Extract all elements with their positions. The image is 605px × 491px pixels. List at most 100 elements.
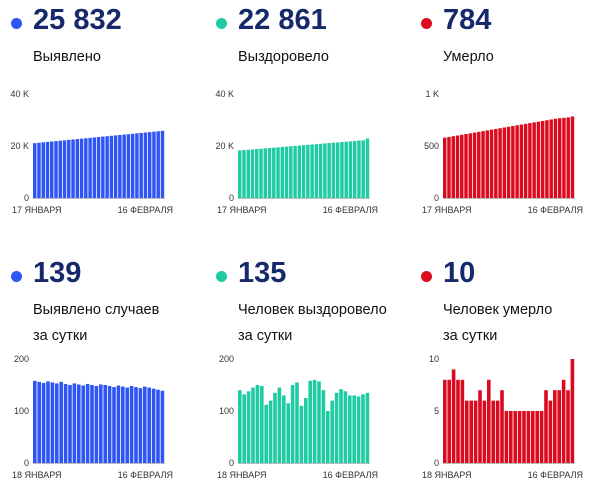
bar: [340, 142, 344, 198]
bar: [268, 400, 273, 463]
y-tick-label: 0: [229, 193, 234, 203]
bar: [570, 359, 575, 463]
bar: [264, 404, 268, 463]
bar: [107, 386, 112, 463]
bar: [314, 144, 319, 198]
bar: [468, 133, 473, 198]
bar: [289, 146, 293, 198]
x-start-label: 17 ЯНВАРЯ: [12, 205, 62, 215]
bar: [473, 400, 478, 463]
legend-dot: [421, 271, 432, 282]
bar: [506, 126, 511, 198]
bar: [116, 385, 121, 463]
bar: [321, 390, 326, 463]
bar: [548, 400, 553, 463]
bar: [147, 387, 151, 463]
x-end-label: 16 ФЕВРАЛЯ: [118, 205, 173, 215]
bar: [94, 386, 99, 463]
bar: [348, 395, 352, 463]
y-tick-label: 20 K: [10, 141, 29, 151]
bar: [482, 400, 487, 463]
metric-label: за сутки: [443, 328, 498, 344]
bar: [99, 384, 103, 463]
bar: [469, 400, 473, 463]
bar: [63, 383, 68, 463]
bar: [472, 132, 477, 198]
bar: [297, 145, 302, 198]
y-tick-label: 0: [229, 458, 234, 468]
bar: [33, 143, 37, 198]
bar: [62, 140, 67, 198]
metric-label: Выздоровело: [238, 49, 329, 65]
bar: [255, 385, 260, 463]
bar: [79, 138, 84, 198]
bar: [77, 384, 81, 463]
bar: [465, 400, 469, 463]
bar: [45, 141, 50, 198]
y-tick-label: 5: [434, 406, 439, 416]
bar: [495, 400, 500, 463]
y-tick-label: 200: [14, 354, 29, 364]
y-tick-label: 10: [429, 354, 439, 364]
x-end-label: 16 ФЕВРАЛЯ: [118, 470, 173, 480]
bar: [122, 134, 126, 198]
x-end-label: 16 ФЕВРАЛЯ: [323, 470, 378, 480]
bar: [46, 381, 50, 463]
bar: [37, 142, 41, 198]
bar: [113, 135, 118, 198]
bar: [562, 117, 566, 198]
bar: [561, 379, 566, 463]
bar: [494, 128, 498, 198]
bar: [330, 400, 334, 463]
bar: [535, 411, 539, 463]
bar: [312, 379, 317, 463]
bar: [509, 411, 513, 463]
bar-chart: 0 5 10 18 ЯНВАРЯ 16 ФЕВРАЛЯ: [422, 354, 583, 480]
bar: [84, 138, 88, 198]
bar: [487, 379, 491, 463]
bar: [539, 411, 544, 463]
bar: [323, 143, 327, 198]
bar: [557, 390, 561, 463]
bar: [344, 141, 348, 198]
bar: [260, 386, 264, 463]
x-start-label: 18 ЯНВАРЯ: [217, 470, 267, 480]
legend-dot: [216, 18, 227, 29]
y-tick-label: 500: [424, 141, 439, 151]
bar-chart: 0 20 K 40 K 17 ЯНВАРЯ 16 ФЕВРАЛЯ: [10, 89, 173, 215]
bar: [310, 144, 314, 198]
bar: [460, 134, 464, 198]
headline-value: 25 832: [33, 4, 122, 36]
bar: [41, 142, 45, 198]
y-tick-label: 100: [219, 406, 234, 416]
panel-detected-daily: 139 Выявлено случаев за сутки 0 100 200 18 ЯНВ…: [0, 253, 190, 485]
bar: [489, 129, 494, 198]
bar: [280, 146, 285, 198]
x-end-label: 16 ФЕВРАЛЯ: [323, 205, 378, 215]
legend-dot: [216, 271, 227, 282]
metric-label: Человек выздоровело: [238, 302, 387, 318]
metric-label: Умерло: [443, 49, 494, 65]
bar: [81, 385, 85, 463]
bar: [156, 389, 160, 463]
panel-recovered-daily: 135 Человек выздоровело за сутки 0 100 200 18 …: [205, 253, 395, 485]
panel-deaths-total: 784 Умерло 0 500 1 K 17 ЯНВАРЯ 16 ФЕВРАЛЯ: [410, 0, 600, 232]
x-end-label: 16 ФЕВРАЛЯ: [528, 205, 583, 215]
bar: [88, 137, 92, 198]
bar: [129, 386, 134, 463]
bar: [531, 411, 535, 463]
bar: [317, 381, 321, 463]
bar: [71, 139, 75, 198]
bar: [67, 139, 71, 198]
bar: [356, 396, 361, 463]
bar: [515, 125, 519, 198]
bar: [250, 149, 255, 198]
bar: [238, 150, 242, 198]
bar: [523, 123, 528, 198]
bar: [553, 118, 558, 198]
bar: [361, 394, 365, 463]
bar: [519, 124, 524, 198]
bar: [447, 136, 451, 198]
bar-chart: 0 500 1 K 17 ЯНВАРЯ 16 ФЕВРАЛЯ: [422, 89, 583, 215]
